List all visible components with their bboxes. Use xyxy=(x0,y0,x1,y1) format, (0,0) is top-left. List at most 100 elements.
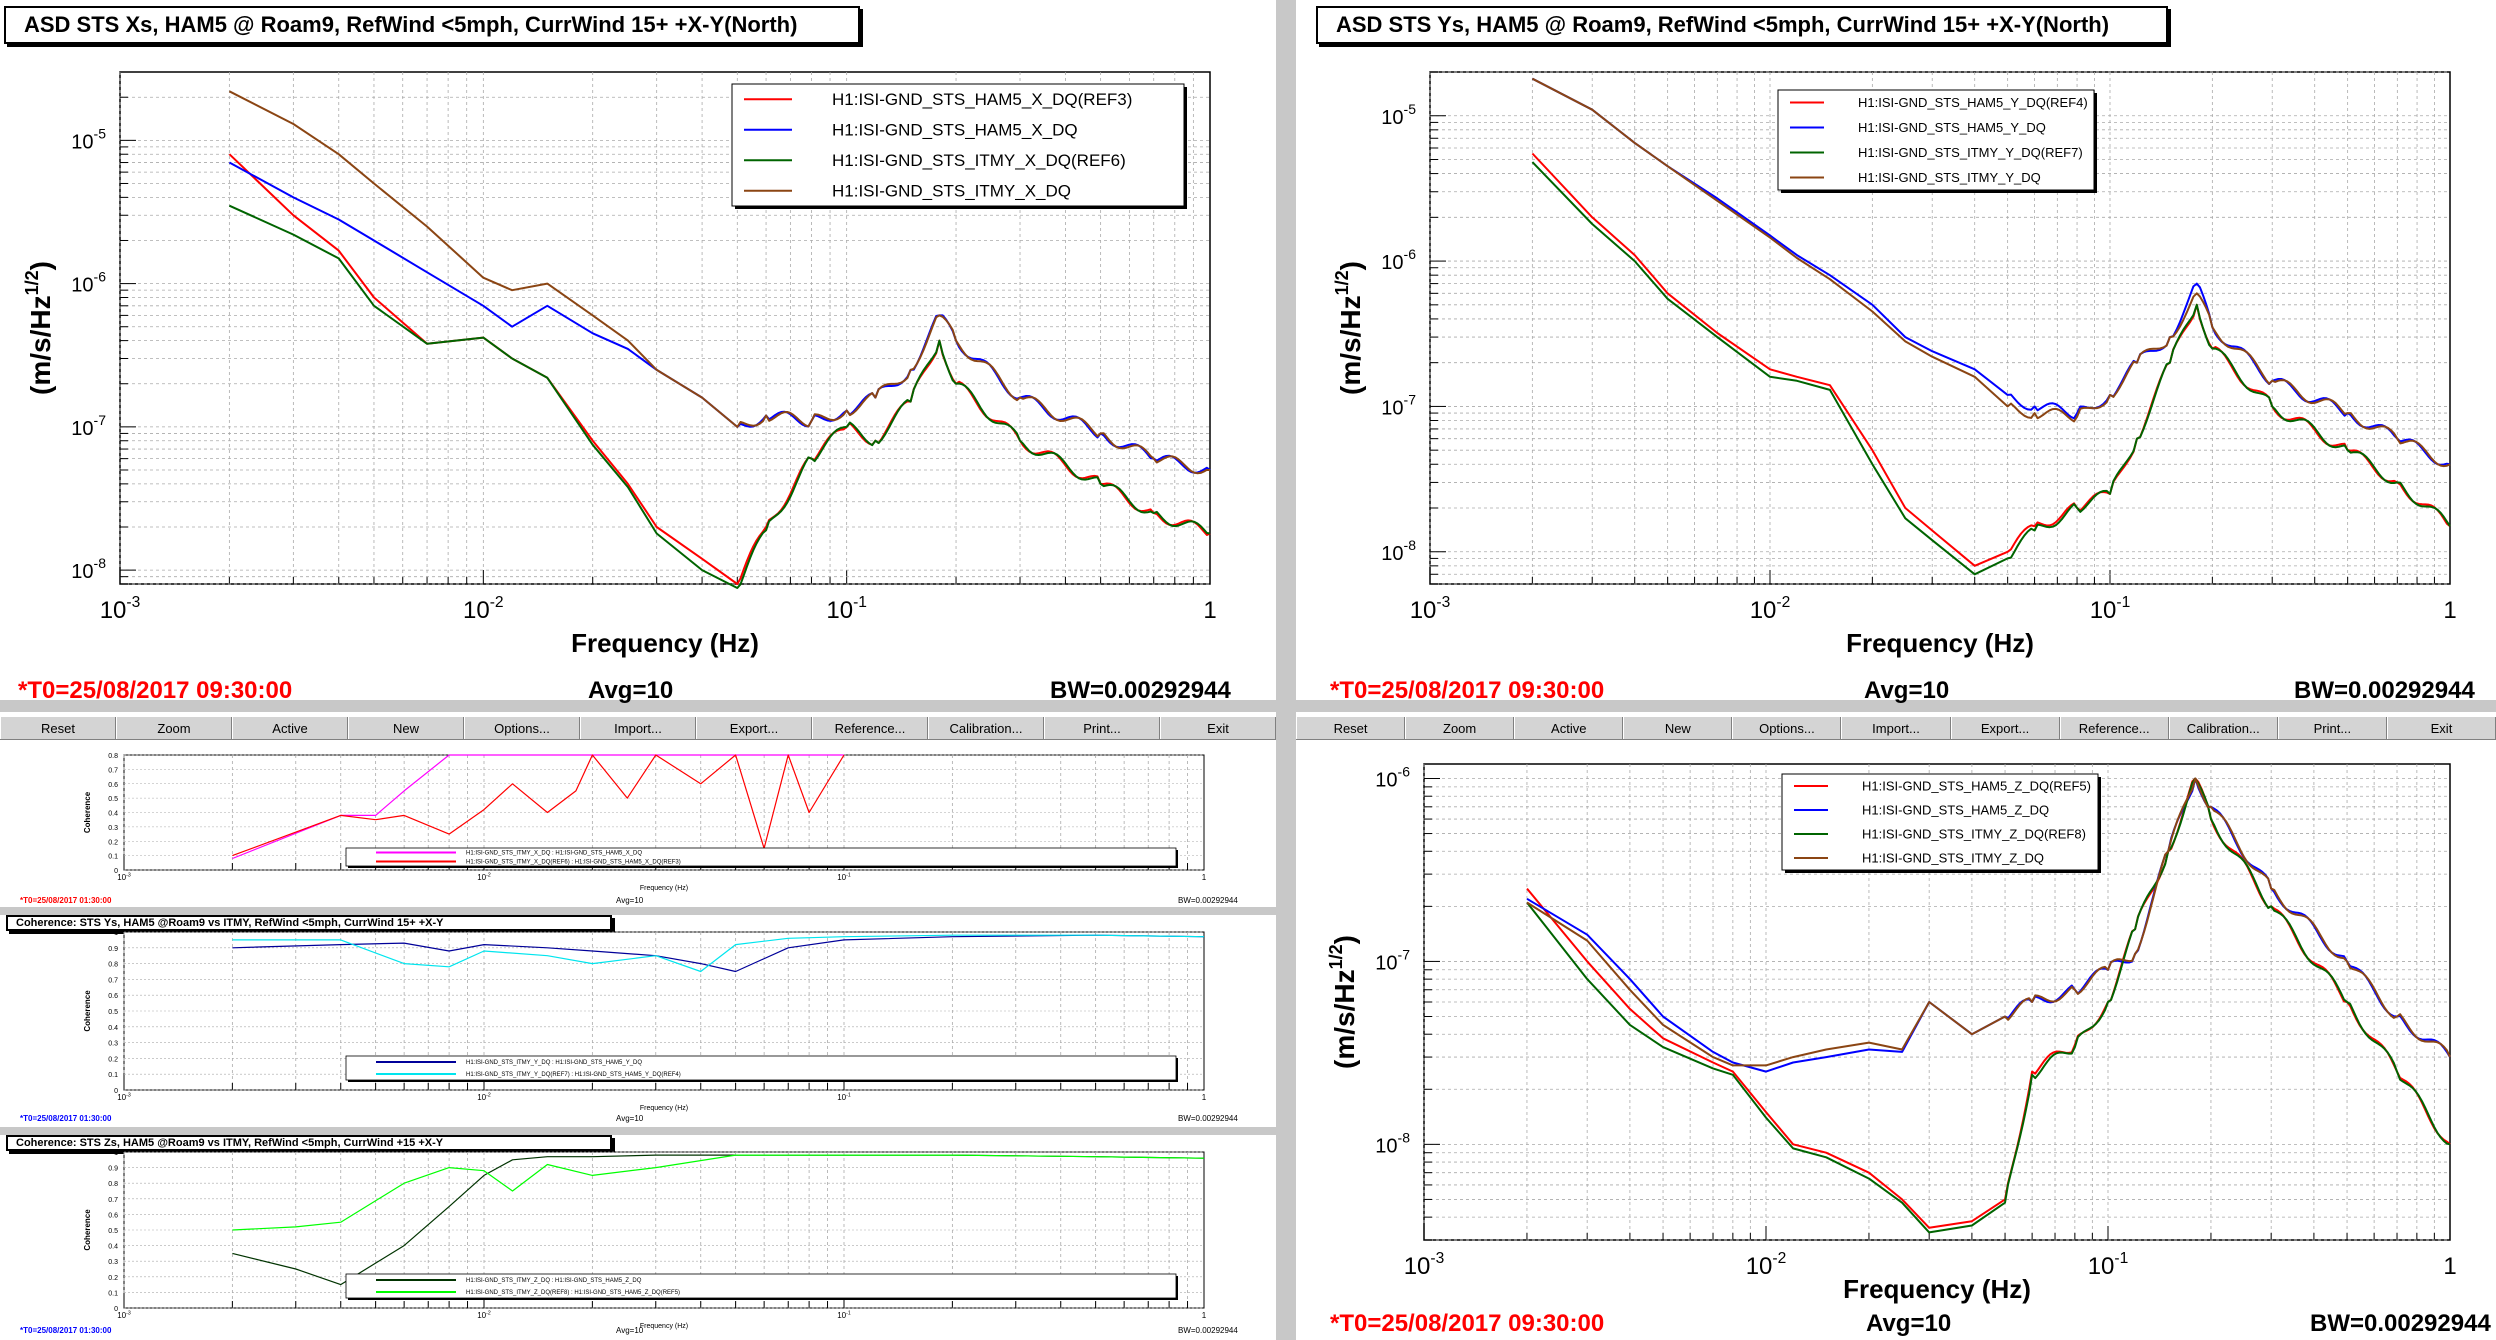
xs-xtick-label: 1 xyxy=(1203,597,1216,624)
coh_z-legend-shadow xyxy=(348,1276,1178,1300)
xs-legend-label-2: H1:ISI-GND_STS_ITMY_X_DQ(REF6) xyxy=(832,151,1126,170)
tb-right-print-button[interactable]: Print... xyxy=(2277,717,2387,739)
coh_z-xtick-label: 10-1 xyxy=(837,1310,851,1320)
xs-legend-label-3: H1:ISI-GND_STS_ITMY_X_DQ xyxy=(832,182,1071,201)
zs-chart: 10-3 10-2 10-1 1 10-8 10-7 10-6 Frequency (Hz) (… xyxy=(1326,763,2457,1304)
tb-right-reset-button[interactable]: Reset xyxy=(1296,717,1406,739)
xs-xtick-label: 10-1 xyxy=(826,594,867,624)
coh_z-series-1 xyxy=(232,1154,1205,1231)
coh_z-series-0 xyxy=(232,1154,1205,1286)
zs-frame xyxy=(1423,763,2451,1241)
tb-left-options-button[interactable]: Options... xyxy=(464,717,580,739)
coh_z-chart: 10-3 10-2 10-1 1 0 0.1 0.2 0.3 0.4 0.5 0.6 0.7 0.8 0.… xyxy=(83,1150,1207,1330)
tb-right-new-button[interactable]: New xyxy=(1623,717,1733,739)
coh_x-xtick-exp: -3 xyxy=(126,872,131,878)
tb-right-import-button[interactable]: Import... xyxy=(1841,717,1951,739)
coh_y-xtick-label: 10-2 xyxy=(477,1092,491,1102)
ys-legend-label-0: H1:ISI-GND_STS_HAM5_Y_DQ(REF4) xyxy=(1858,95,2088,110)
coh-z-plot-title[interactable]: Coherence: STS Zs, HAM5 @Roam9 vs ITMY, … xyxy=(6,1135,612,1151)
ys-t0-label: *T0=25/08/2017 09:30:00 xyxy=(1330,677,1605,704)
coh_x-ytick-label: 0.1 xyxy=(108,854,118,861)
tb-right-active-button[interactable]: Active xyxy=(1514,717,1624,739)
tb-left-zoom-button[interactable]: Zoom xyxy=(116,717,232,739)
tb-right-options-button[interactable]: Options... xyxy=(1732,717,1842,739)
divider-coh-1 xyxy=(0,907,1276,915)
coh_x-xtick-label: 10-1 xyxy=(837,872,851,882)
ys-ytick-exp: -5 xyxy=(1404,101,1417,117)
xs-t0-label: *T0=25/08/2017 09:30:00 xyxy=(18,677,293,704)
ys-series-3 xyxy=(1531,77,2451,468)
ys-series-2 xyxy=(1531,161,2451,576)
coh-y-avg-label: Avg=10 xyxy=(616,1114,644,1123)
coh_y-ytick-label: 0.2 xyxy=(108,1056,118,1063)
coh_z-ytick-label: 0.6 xyxy=(108,1212,118,1219)
coh_z-ytick-label: 0.7 xyxy=(108,1197,118,1204)
zs-legend-label-1: H1:ISI-GND_STS_HAM5_Z_DQ xyxy=(1862,803,2049,818)
tb-right-export-button[interactable]: Export... xyxy=(1950,717,2060,739)
tb-left-import-button[interactable]: Import... xyxy=(580,717,696,739)
vertical-divider[interactable] xyxy=(1276,0,1296,1340)
ys-ytick-label: 10-7 xyxy=(1381,391,1416,419)
tb-right-reference-button[interactable]: Reference... xyxy=(2059,717,2169,739)
tb-right-exit-button[interactable]: Exit xyxy=(2386,717,2496,739)
ys-ytick-label: 10-8 xyxy=(1381,537,1416,565)
ys-legend-shadow xyxy=(1781,93,2097,193)
coh_x-xtick-exp: -1 xyxy=(846,872,851,878)
xs-ytick-exp: -5 xyxy=(94,125,107,141)
coh_z-ytick-label: 0.2 xyxy=(108,1275,118,1282)
coh_z-ytick-label: 1 xyxy=(114,1150,118,1157)
coh_y-xtick-label: 10-1 xyxy=(837,1092,851,1102)
coh-y-plot-title[interactable]: Coherence: STS Ys, HAM5 @Roam9 vs ITMY, … xyxy=(6,915,612,931)
coh_x-ytick-label: 0.6 xyxy=(108,782,118,789)
horizontal-divider-right[interactable] xyxy=(1296,700,2496,712)
ys-chart: 10-3 10-2 10-1 1 10-8 10-7 10-6 10-5 Frequency (… xyxy=(1332,71,2457,658)
tb-left-export-button[interactable]: Export... xyxy=(696,717,812,739)
xs-bw-label: BW=0.00292944 xyxy=(1050,677,1231,704)
coh_x-ytick-label: 0.5 xyxy=(108,796,118,803)
xs-avg-label: Avg=10 xyxy=(588,677,674,704)
xs-legend-label-1: H1:ISI-GND_STS_HAM5_X_DQ xyxy=(832,121,1078,140)
xs-ytick-label: 10-7 xyxy=(71,412,106,440)
coh_z-frame xyxy=(123,1151,1205,1309)
xs-xtick-exp: -3 xyxy=(126,594,140,611)
coh_y-ytick-label: 1 xyxy=(114,930,118,937)
tb-left-reset-button[interactable]: Reset xyxy=(0,717,116,739)
ys-xtick-exp: -1 xyxy=(2116,594,2130,611)
zs-ytick-label: 10-6 xyxy=(1375,763,1410,791)
coh-z-bw-label: BW=0.00292944 xyxy=(1178,1326,1238,1335)
coh_x-ytick-label: 0.2 xyxy=(108,839,118,846)
xs-ytick-exp: -7 xyxy=(94,412,107,428)
tb-right-calibration-button[interactable]: Calibration... xyxy=(2168,717,2278,739)
zs-xtick-exp: -2 xyxy=(1772,1250,1786,1267)
ys-xtick-label: 10-3 xyxy=(1410,594,1451,624)
xs-xtick-label: 10-2 xyxy=(463,594,504,624)
coh-x-bw-label: BW=0.00292944 xyxy=(1178,896,1238,905)
horizontal-divider-left[interactable] xyxy=(0,700,1276,712)
xs-ytick-exp: -8 xyxy=(94,555,107,571)
toolbar-left: Reset Zoom Active New Options... Import... Exp… xyxy=(0,716,1276,740)
tb-left-new-button[interactable]: New xyxy=(348,717,464,739)
coh_x-chart: 10-3 10-2 10-1 1 0 0.1 0.2 0.3 0.4 0.5 0.6 0.7 0.8 Fr… xyxy=(83,753,1207,892)
coh-z-t0-label: *T0=25/08/2017 01:30:00 xyxy=(20,1326,112,1335)
xs-ytick-exp: -6 xyxy=(94,269,107,285)
ys-ytick-exp: -8 xyxy=(1404,537,1417,553)
zs-ytick-label: 10-8 xyxy=(1375,1129,1410,1157)
zs-series-1 xyxy=(1526,777,2451,1073)
coh-y-t0-label: *T0=25/08/2017 01:30:00 xyxy=(20,1114,112,1123)
ys-series-1 xyxy=(1531,77,2451,466)
tb-left-calibration-button[interactable]: Calibration... xyxy=(928,717,1044,739)
zs-series-2 xyxy=(1526,777,2451,1234)
tb-left-exit-button[interactable]: Exit xyxy=(1160,717,1276,739)
xs-ylabel-close: ) xyxy=(25,261,56,270)
tb-left-active-button[interactable]: Active xyxy=(232,717,348,739)
xs-plot-title[interactable]: ASD STS Xs, HAM5 @ Roam9, RefWind <5mph,… xyxy=(4,6,860,44)
tb-right-zoom-button[interactable]: Zoom xyxy=(1405,717,1515,739)
zs-legend-label-2: H1:ISI-GND_STS_ITMY_Z_DQ(REF8) xyxy=(1862,827,2086,842)
coh_x-legend xyxy=(345,847,1177,867)
coh_z-ytick-label: 0.1 xyxy=(108,1290,118,1297)
ys-ylabel: (m/s/Hz1/2) xyxy=(1332,261,1366,395)
coh_y-legend-label-1: H1:ISI-GND_STS_ITMY_Y_DQ(REF7) : H1:ISI-… xyxy=(466,1072,681,1078)
ys-plot-title[interactable]: ASD STS Ys, HAM5 @ Roam9, RefWind <5mph,… xyxy=(1316,6,2168,44)
tb-left-print-button[interactable]: Print... xyxy=(1044,717,1160,739)
tb-left-reference-button[interactable]: Reference... xyxy=(812,717,928,739)
